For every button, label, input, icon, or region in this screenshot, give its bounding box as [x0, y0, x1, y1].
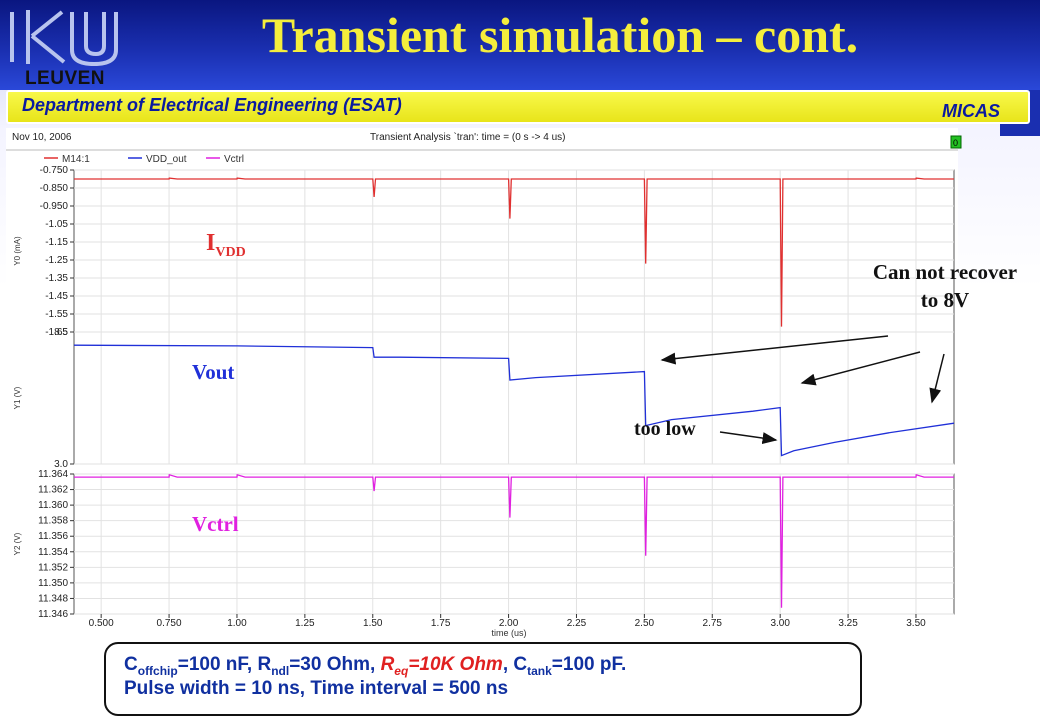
logo-text: LEUVEN — [24, 68, 106, 89]
ytick-label: 11.364 — [38, 469, 68, 480]
ytick-label: -0.750 — [40, 165, 69, 176]
header-band — [0, 0, 1040, 90]
plot-analysis: Transient Analysis `tran': time = (0 s -… — [370, 131, 566, 143]
ytick-label: 3.0 — [54, 459, 68, 470]
series-m14-1 — [74, 177, 954, 327]
arrow-too-low — [719, 431, 778, 445]
ytick-label: -1.65 — [45, 327, 68, 338]
department-label: Department of Electrical Engineering (ES… — [22, 95, 402, 115]
xtick-label: 1.75 — [431, 618, 451, 629]
ytick-label: 11.356 — [38, 531, 68, 542]
arrow-3 — [929, 353, 945, 404]
xtick-label: 3.00 — [770, 618, 790, 629]
xtick-label: 1.50 — [363, 618, 383, 629]
legend-label: VDD_out — [146, 154, 187, 165]
xtick-label: 2.00 — [499, 618, 519, 629]
xtick-label: 1.00 — [227, 618, 247, 629]
department-bar — [6, 90, 1030, 124]
panel-2: 11.346 11.348 11.350 11.352 11.354 11.356 11.3… — [13, 469, 955, 620]
yaxis-label: Y2 (V) — [13, 532, 22, 555]
arrow-2 — [800, 351, 921, 386]
vout-label: Vout — [192, 360, 235, 384]
ytick-label: 11.348 — [38, 593, 68, 604]
panel-frame — [73, 473, 955, 615]
series-vctrl — [74, 473, 954, 608]
ivdd-label: IVDD — [206, 230, 246, 260]
panel-frame — [73, 169, 955, 333]
xtick-label: 3.25 — [838, 618, 858, 629]
ytick-label: -1.25 — [45, 255, 68, 266]
xtick-label: 2.50 — [635, 618, 655, 629]
ytick-label: -1.45 — [45, 291, 68, 302]
ytick-label: 11.362 — [38, 485, 68, 496]
ytick-label: 11.360 — [38, 500, 68, 511]
xtick-label: 2.25 — [567, 618, 587, 629]
ytick-label: -1.55 — [45, 309, 68, 320]
ytick-label: -1.15 — [45, 237, 68, 248]
annotation-cannot-recover: Can not recover to 8V — [872, 260, 1018, 312]
series-vdd-out — [73, 344, 955, 457]
xaxis-label: time (us) — [491, 628, 526, 638]
xtick-label: 0.500 — [89, 618, 114, 629]
ytick-label: -1.05 — [45, 219, 68, 230]
xtick-label: 0.750 — [157, 618, 182, 629]
ytick-label: 11.354 — [38, 547, 68, 558]
ytick-label: -1.35 — [45, 273, 68, 284]
corner-box — [950, 135, 962, 149]
vctrl-label: Vctrl — [192, 512, 239, 536]
xtick-label: 3.50 — [906, 618, 926, 629]
parameter-note: Coffchip=100 nF, Rndl=30 Ohm, Req=10K Oh… — [104, 642, 862, 716]
ytick-label: -0.850 — [40, 183, 69, 194]
ytick-label: 11.358 — [38, 516, 68, 527]
legend: M14:1 VDD_out Vctrl — [44, 154, 244, 165]
transient-plot: Nov 10, 2006 Transient Analysis `tran': … — [6, 128, 962, 640]
corner-box-label: 0 — [953, 138, 958, 148]
ytick-label: 11.346 — [38, 609, 68, 620]
yaxis-label: Y0 (mA) — [13, 236, 22, 266]
group-label: MICAS — [942, 101, 1000, 121]
legend-label: Vctrl — [224, 154, 244, 165]
xtick-label: 2.75 — [703, 618, 723, 629]
arrow-1 — [660, 335, 889, 365]
yaxis-label: Y1 (V) — [13, 386, 22, 409]
note-line-2: Pulse width = 10 ns, Time interval = 500… — [124, 677, 509, 699]
legend-label: M14:1 — [62, 154, 90, 165]
ytick-label: 11.352 — [38, 562, 68, 573]
panel-frame — [73, 331, 955, 465]
plot-date: Nov 10, 2006 — [12, 132, 72, 143]
note-line-1: Coffchip=100 nF, Rndl=30 Ohm, Req=10K Oh… — [124, 654, 627, 678]
ytick-label: 11.350 — [38, 578, 68, 589]
panel-1: 3.0 8.5 Y1 (V) — [13, 327, 955, 470]
annotation-too-low: too low — [634, 418, 696, 440]
panel-0: -0.750 -0.850 -0.950 -1.05 -1.15 -1.25 -1.35 -1… — [13, 165, 955, 338]
ku-leuven-logo: LEUVEN — [6, 6, 124, 89]
ytick-label: -0.950 — [40, 201, 69, 212]
panels: -0.750 -0.850 -0.950 -1.05 -1.15 -1.25 -1.35 -1… — [13, 165, 955, 638]
ytick-label: 8.5 — [54, 327, 68, 338]
xtick-label: 1.25 — [295, 618, 315, 629]
slide-title: Transient simulation – cont. — [261, 7, 859, 63]
